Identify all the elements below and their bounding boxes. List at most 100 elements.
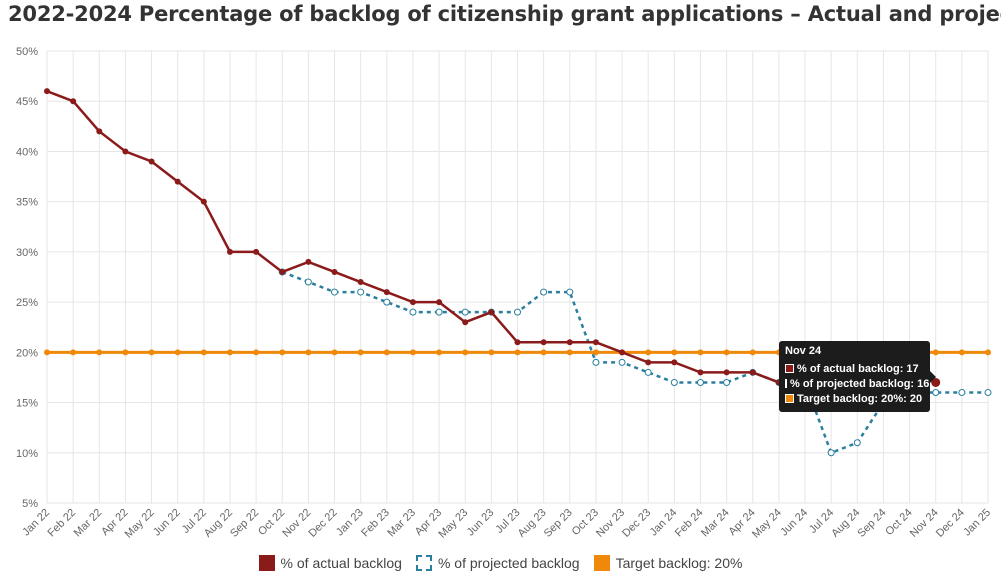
projected-point [566,288,574,296]
target-point [331,349,338,356]
actual-point [723,369,730,376]
target-point [279,349,286,356]
legend-swatch-target [593,555,610,571]
target-point [462,349,469,356]
target-point [985,349,991,356]
target-point [566,349,573,356]
tooltip-row-target: Target backlog: 20%: 20 [785,391,924,406]
x-tick-label: Aug 24 [829,507,862,540]
actual-point [200,198,207,205]
tooltip-row-actual: % of actual backlog: 17 [785,361,924,376]
actual-point [148,158,155,165]
target-point [409,349,416,356]
x-tick-label: Nov 24 [908,507,941,540]
projected-point [932,389,940,397]
projected-point [696,378,704,386]
legend-label-actual: % of actual backlog [280,555,402,571]
actual-point [462,319,469,326]
x-tick-label: Sep 24 [855,507,888,540]
x-tick-label: Jun 22 [151,507,183,539]
tooltip-text-projected: % of projected backlog: 16 [790,377,930,390]
actual-point [357,279,364,286]
actual-point [383,289,390,296]
actual-point [566,339,573,346]
projected-point [618,358,626,366]
legend-item-projected[interactable]: % of projected backlog [415,555,580,571]
actual-point [671,359,678,366]
projected-point [357,288,365,296]
target-point [514,349,521,356]
x-tick-label: Aug 23 [516,507,549,540]
projected-point [670,378,678,386]
target-point [357,349,364,356]
x-tick-label: Dec 24 [934,507,967,540]
actual-point [749,369,756,376]
legend-swatch-actual [258,555,275,571]
actual-point [488,309,495,316]
x-tick-label: Dec 23 [620,507,653,540]
target-point [749,349,756,356]
x-tick-label: Sep 23 [542,507,575,540]
actual-point [174,178,181,185]
actual-point [122,148,129,155]
x-tick-label: Jan 25 [961,507,993,539]
legend-item-actual[interactable]: % of actual backlog [258,555,402,571]
target-point [723,349,730,356]
x-tick-label: Feb 24 [673,507,706,540]
y-tick-label: 35% [16,197,38,209]
projected-point [853,439,861,447]
tooltip-text-actual: % of actual backlog: 17 [797,362,919,375]
target-point [383,349,390,356]
x-tick-label: Mar 22 [72,507,105,540]
y-tick-label: 30% [16,247,38,259]
tooltip-row-projected: % of projected backlog: 16 [785,376,929,391]
projected-point [723,378,731,386]
target-point [671,349,678,356]
legend-swatch-projected [415,555,432,571]
target-point [305,349,312,356]
target-point [148,349,155,356]
chart-tooltip: Nov 24 % of actual backlog: 17 % of proj… [779,341,936,412]
actual-point [226,248,233,255]
x-tick-label: Nov 22 [280,507,313,540]
actual-point [305,258,312,265]
actual-point [436,299,443,306]
target-point [200,349,207,356]
actual-point [514,339,521,346]
actual-point [645,359,652,366]
x-tick-label: Aug 22 [202,507,235,540]
projected-point [984,389,992,397]
actual-point [70,98,77,105]
y-tick-label: 20% [16,347,38,359]
projected-point [827,449,835,457]
actual-point [409,299,416,306]
chart-title: 2022-2024 Percentage of backlog of citiz… [8,2,1001,26]
projected-point [958,389,966,397]
y-tick-label: 50% [16,46,38,58]
target-point [697,349,704,356]
legend-item-target[interactable]: Target backlog: 20% [593,555,742,571]
target-point [226,349,233,356]
x-tick-label: Sep 22 [228,507,261,540]
target-point [96,349,103,356]
actual-point [279,268,286,275]
target-point [44,349,50,356]
y-tick-label: 45% [16,96,38,108]
projected-point [383,298,391,306]
x-tick-label: Nov 23 [594,507,627,540]
target-point [488,349,495,356]
target-point [540,349,547,356]
target-point [70,349,77,356]
target-point [436,349,443,356]
projected-point [514,308,521,316]
y-tick-label: 5% [22,498,38,510]
projected-point [409,308,417,316]
tooltip-title: Nov 24 [785,345,822,357]
actual-point [96,128,103,135]
target-point [253,349,260,356]
x-tick-label: Jun 23 [465,507,497,539]
y-tick-label: 40% [16,146,38,158]
target-point [645,349,652,356]
actual-point [44,88,50,95]
